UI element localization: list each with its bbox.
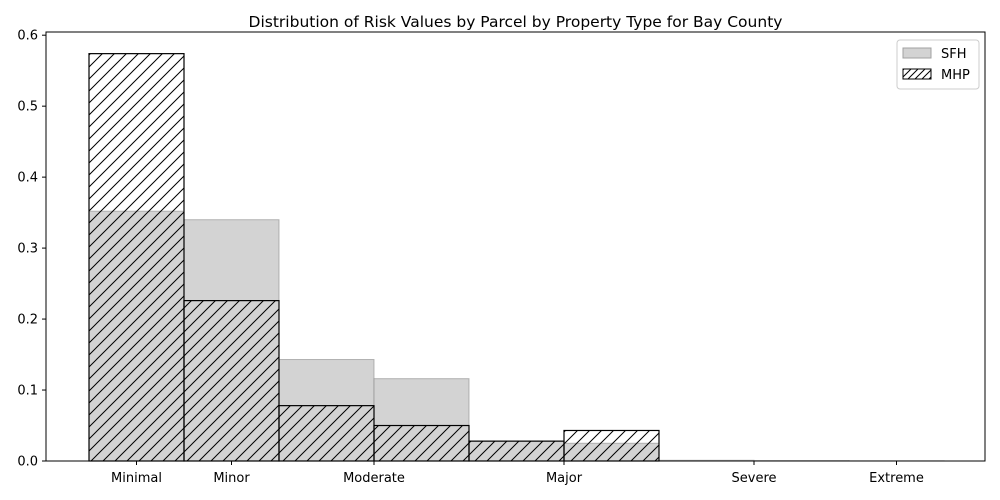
y-axis: 0.0 0.1 0.2 0.3 0.4 0.5 0.6 [17,29,46,470]
y-tick-label: 0.5 [17,100,38,115]
x-tick-label: Minor [213,471,250,486]
x-tick-label: Severe [732,471,777,486]
y-tick-label: 0.3 [17,242,38,257]
x-tick-label: Major [546,471,583,486]
plot-frame [45,31,986,462]
chart-title: Distribution of Risk Values by Parcel by… [249,13,783,31]
mhp-bars [88,53,660,462]
legend-label-sfh: SFH [941,47,967,62]
mhp-bar [88,53,185,462]
x-tick-label: Moderate [343,471,405,486]
x-axis: Minimal Minor Moderate Major Severe Extreme [111,461,924,486]
mhp-bar [373,424,470,462]
legend-swatch-sfh [902,47,932,59]
y-tick-label: 0.6 [17,29,38,44]
y-tick-label: 0.2 [17,313,38,328]
mhp-bar [183,300,280,462]
legend-label-mhp: MHP [941,68,970,83]
legend: SFH MHP [896,39,980,90]
mhp-bar [563,429,660,462]
mhp-bar [278,405,375,462]
legend-swatch-mhp [902,68,932,80]
x-tick-label: Minimal [111,471,162,486]
x-tick-label: Extreme [869,471,924,486]
y-tick-label: 0.0 [17,455,38,470]
y-tick-label: 0.4 [17,171,38,186]
y-tick-label: 0.1 [17,384,38,399]
mhp-bar [468,440,565,462]
